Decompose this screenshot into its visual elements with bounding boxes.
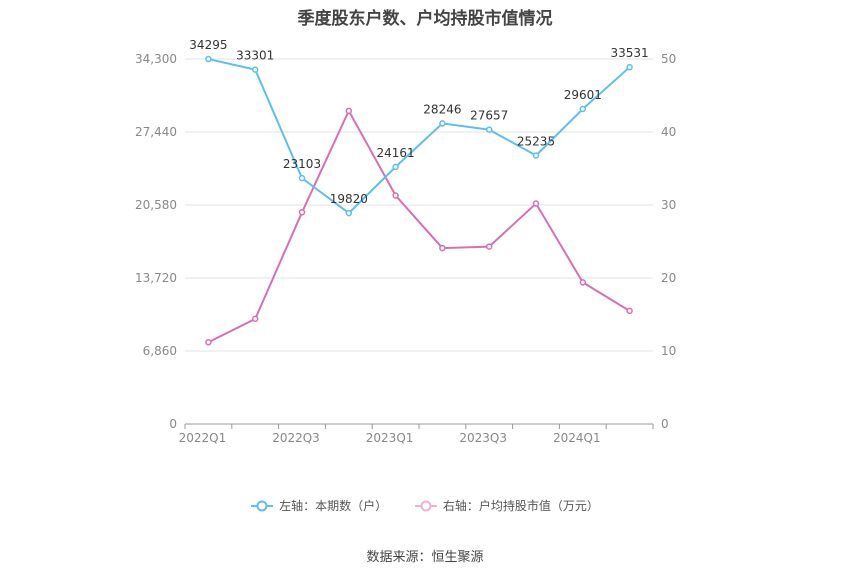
left-axis-tick-label: 0: [169, 417, 177, 431]
data-point: [485, 243, 493, 250]
data-label: 27657: [470, 109, 508, 123]
legend-label-avg-value: 右轴：户均持股市值（万元）: [442, 499, 599, 513]
data-point: [485, 126, 493, 133]
chart-title: 季度股东户数、户均持股市值情况: [297, 9, 553, 29]
grid-lines: [185, 58, 653, 352]
data-point: [579, 105, 587, 113]
x-axis-tick-label: 2022Q3: [272, 431, 320, 445]
data-label: 29601: [564, 88, 602, 102]
data-label: 34295: [189, 38, 227, 52]
x-axis-tick-label: 2024Q1: [553, 431, 601, 445]
data-point: [345, 209, 353, 217]
data-point: [392, 192, 399, 199]
right-axis-tick-label: 10: [661, 344, 676, 358]
legend-marker-avg-value-icon: [414, 500, 437, 511]
data-point: [205, 338, 212, 346]
data-label: 23103: [283, 157, 321, 171]
data-point: [205, 55, 212, 63]
axes: 0 0 6,860 10 13,720 20 20,580 30 27,440 40 34,300 5…: [135, 52, 676, 445]
data-point: [251, 315, 259, 323]
x-axis-tick-label: 2022Q1: [179, 431, 227, 445]
series-line: [207, 108, 631, 344]
x-axis-tick-label: 2023Q1: [366, 431, 414, 445]
data-point: [439, 244, 446, 252]
left-axis-tick-label: 27,440: [135, 125, 177, 139]
data-point: [626, 63, 633, 71]
right-axis-tick-label: 30: [661, 198, 676, 212]
chart-plot: 0 0 6,860 10 13,720 20 20,580 30 27,440 40 34,300 5…: [135, 38, 676, 445]
right-axis-tick-label: 20: [661, 271, 676, 285]
right-axis-tick-label: 0: [661, 417, 669, 431]
data-labels: 34295 33301 23103 19820 24161 28246 27657 25235…: [189, 38, 648, 206]
legend: 左轴：本期数（户） 右轴：户均持股市值（万元）: [0, 497, 850, 515]
data-source: 数据来源：恒生聚源: [366, 550, 484, 565]
right-axis-tick-label: 50: [661, 52, 676, 66]
left-axis-tick-label: 34,300: [135, 52, 177, 66]
data-label: 24161: [377, 146, 415, 160]
legend-item-avg-value[interactable]: 右轴：户均持股市值（万元）: [414, 497, 599, 514]
data-point: [298, 209, 306, 216]
x-axis-tick-label: 2023Q3: [459, 431, 507, 445]
series-line: [208, 58, 631, 215]
legend-marker-households-icon: [251, 500, 274, 511]
data-point: [345, 107, 353, 115]
data-point: [392, 163, 399, 171]
legend-item-households[interactable]: 左轴：本期数（户）: [251, 497, 387, 514]
series-lines: [205, 55, 633, 346]
right-axis-tick-label: 40: [661, 125, 676, 139]
left-axis-tick-label: 6,860: [143, 344, 177, 358]
data-point: [532, 200, 540, 207]
data-label: 25235: [517, 134, 555, 148]
data-label: 19820: [330, 192, 368, 206]
data-point: [579, 279, 587, 286]
data-point: [532, 152, 540, 159]
data-label: 28246: [423, 102, 461, 116]
data-label: 33531: [611, 46, 649, 60]
data-point: [251, 66, 259, 73]
left-axis-tick-label: 20,580: [135, 198, 177, 212]
data-point: [298, 174, 306, 182]
left-axis-tick-label: 13,720: [135, 271, 177, 285]
data-point: [626, 307, 633, 315]
legend-label-households: 左轴：本期数（户）: [279, 499, 388, 513]
data-point: [439, 120, 446, 127]
data-label: 33301: [236, 49, 274, 63]
